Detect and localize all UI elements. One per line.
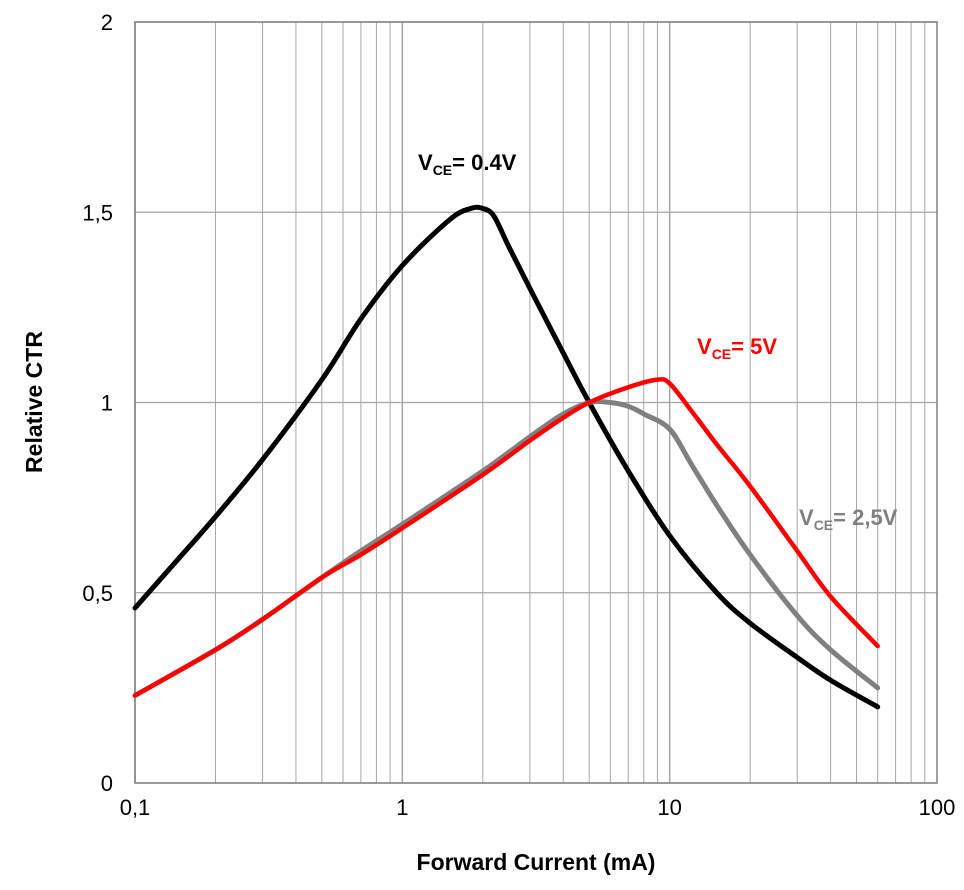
series-annotations: VCE= 0.4V VCE= 5V VCE= 2,5V — [418, 150, 898, 533]
y-tick-label: 0 — [101, 771, 113, 796]
series-line-vce-0-4v — [132, 204, 881, 710]
label-vce-2-5v: VCE= 2,5V — [799, 505, 898, 533]
plot-frame — [134, 21, 938, 784]
x-tick-label: 10 — [657, 795, 681, 820]
y-tick-label: 2 — [101, 10, 113, 35]
x-tick-label: 1 — [396, 795, 408, 820]
y-tick-label: 1 — [101, 391, 113, 416]
label-vce-5v: VCE= 5V — [697, 334, 777, 362]
label-vce-0-4v: VCE= 0.4V — [418, 150, 517, 178]
x-tick-label: 100 — [919, 795, 956, 820]
series-layer — [132, 204, 881, 710]
x-axis-title: Forward Current (mA) — [417, 849, 656, 875]
tick-labels: 0,1 1 10 100 0 0,5 1 1,5 2 — [82, 10, 955, 820]
y-tick-label: 0,5 — [82, 581, 113, 606]
series-line-vce-5v — [132, 377, 880, 698]
y-axis-title: Relative CTR — [21, 331, 47, 473]
y-tick-label: 1,5 — [82, 200, 113, 225]
x-tick-label: 0,1 — [120, 795, 151, 820]
